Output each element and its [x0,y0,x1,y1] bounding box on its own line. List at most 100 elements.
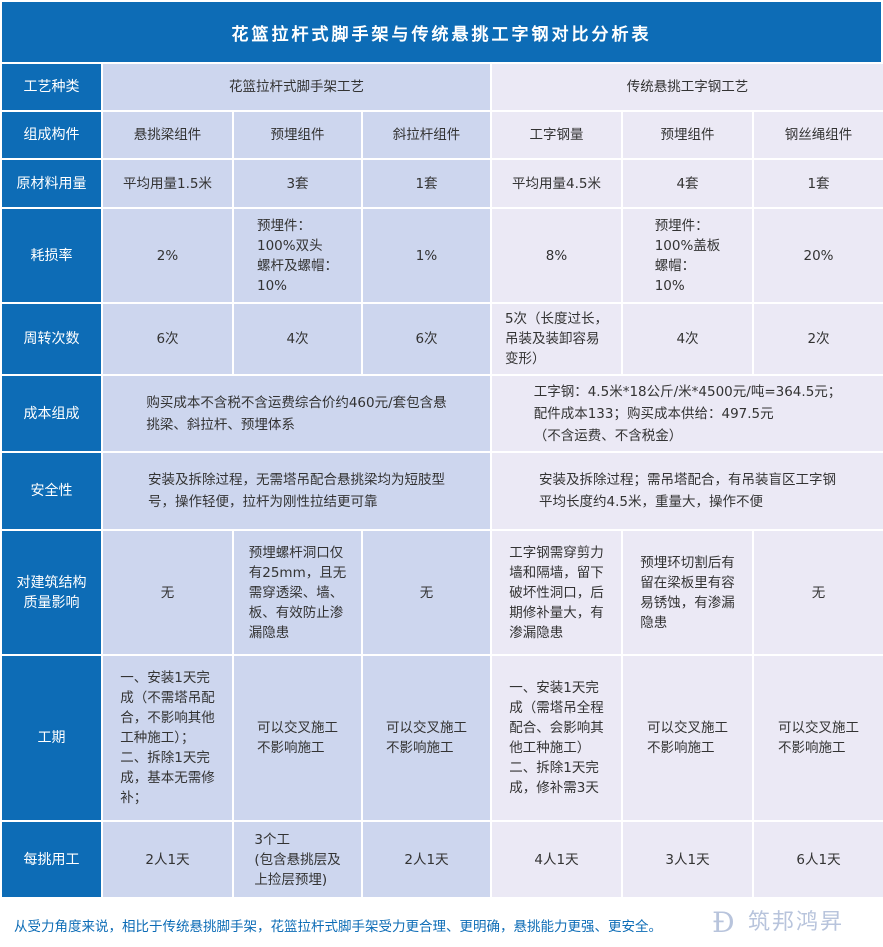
table-cell: 4人1天 [492,822,621,897]
group-a-cell: 安装及拆除过程，无需塔吊配合悬挑梁均为短肢型 号，操作轻便，拉杆为刚性拉结更可靠 [103,453,490,529]
row-label-text: 成本组成 [23,405,80,422]
table-cell-text: 一、安装1天完 成（需塔吊全程 配合、会影响其 他工种施工） 二、拆除1天完 成… [509,680,604,796]
table-cell: 1套 [754,160,883,207]
table-cell: 2次 [754,304,883,374]
table-cell: 可以交叉施工 不影响施工 [234,656,361,820]
table-cell-text: 2次 [807,331,830,347]
table-cell: 一、安装1天完 成（需塔吊全程 配合、会影响其 他工种施工） 二、拆除1天完 成… [492,656,621,820]
group-b-cell: 传统悬挑工字钢工艺 [492,64,883,110]
table-cell: 3人1天 [623,822,752,897]
table-cell-text: 可以交叉施工 不影响施工 [386,720,467,756]
table-cell-text: 钢丝绳组件 [784,127,853,143]
row-label-text: 每挑用工 [23,851,80,868]
table-cell-text: 3个工 (包含悬挑层及 上捡层预埋) [254,831,341,888]
table-cell-text: 6次 [415,331,438,347]
table-cell-text: 无 [160,584,175,601]
table-cell: 平均用量4.5米 [492,160,621,207]
table-cell-text: 1套 [415,175,438,192]
row-label-text: 耗损率 [30,247,73,264]
row-label: 每挑用工 [2,822,101,897]
table-cell-text: 3套 [286,175,309,192]
row-label: 工艺种类 [2,64,101,110]
table-cell-text: 预埋组件 [660,127,715,143]
table-cell: 平均用量1.5米 [103,160,232,207]
table-cell-text: 2人1天 [145,851,190,868]
table-cell-text: 一、安装1天完 成（不需塔吊配 合，不影响其他 工种施工）； 二、拆除1天完 成… [120,670,215,806]
table-cell-text: 1% [415,247,438,264]
table-cell-text: 20% [803,247,834,264]
table-cell-text: 1套 [807,175,830,192]
table-cell-text: 预埋环切割后有 留在梁板里有容 易锈蚀，有渗漏 隐患 [640,554,735,631]
table-cell-text: 可以交叉施工 不影响施工 [257,720,338,756]
row-label-text: 周转次数 [23,331,80,347]
table-cell-text: 4次 [676,331,699,347]
row-label-text: 安全性 [30,483,73,499]
table-cell: 4套 [623,160,752,207]
row-label: 耗损率 [2,209,101,302]
table-cell: 预埋螺杆洞口仅 有25mm，且无 需穿透梁、墙、 板、有效防止渗 漏隐患 [234,531,361,654]
table-cell-text: 4次 [286,331,309,347]
row-label: 原材料用量 [2,160,101,207]
table-cell: 6次 [103,304,232,374]
table-cell: 20% [754,209,883,302]
table-cell-text: 6人1天 [796,851,841,868]
table-cell-text: 8% [545,247,568,264]
table-cell: 2人1天 [363,822,490,897]
table-cell: 一、安装1天完 成（不需塔吊配 合，不影响其他 工种施工）； 二、拆除1天完 成… [103,656,232,820]
table-cell: 可以交叉施工 不影响施工 [754,656,883,820]
table-cell-text: 2人1天 [404,851,449,868]
table-cell-text: 可以交叉施工 不影响施工 [778,720,859,756]
table-cell: 5次（长度过长， 吊装及装卸容易 变形） [492,304,621,374]
table-cell: 工字钢量 [492,112,621,158]
group-b-cell: 工字钢：4.5米*18公斤/米*4500元/吨=364.5元； 配件成本133；… [492,376,883,451]
row-label-text: 组成构件 [23,127,80,143]
table-cell: 3个工 (包含悬挑层及 上捡层预埋) [234,822,361,897]
table-cell-text: 预埋件： 100%盖板 螺帽： 10% [654,217,721,294]
table-cell: 预埋环切割后有 留在梁板里有容 易锈蚀，有渗漏 隐患 [623,531,752,654]
table-cell: 3套 [234,160,361,207]
table-cell: 可以交叉施工 不影响施工 [623,656,752,820]
comparison-table: 工艺种类 花篮拉杆式脚手架工艺 传统悬挑工字钢工艺 组成构件 悬挑梁组件 预埋组件 斜拉杆组… [2,64,883,897]
table-cell: 预埋件： 100%双头 螺杆及螺帽： 10% [234,209,361,302]
table-cell: 预埋组件 [234,112,361,158]
table-cell: 悬挑梁组件 [103,112,232,158]
row-label-text: 原材料用量 [16,175,87,192]
table-cell: 无 [103,531,232,654]
row-label-text: 对建筑结构 质量影响 [16,574,87,611]
table-cell-text: 工字钢需穿剪力 墙和隔墙，留下 破坏性洞口，后 期修补量大，有 渗漏隐患 [509,544,604,641]
table-cell-text: 6次 [156,331,179,347]
table-title: 花篮拉杆式脚手架与传统悬挑工字钢对比分析表 [2,2,881,62]
table-cell: 无 [363,531,490,654]
group-a-cell: 购买成本不含税不含运费综合价约460元/套包含悬 挑梁、斜拉杆、预埋体系 [103,376,490,451]
table-cell: 斜拉杆组件 [363,112,490,158]
group-b-cell-text: 传统悬挑工字钢工艺 [626,79,749,95]
table-cell-text: 预埋组件 [270,127,325,143]
group-b-cell-text: 工字钢：4.5米*18公斤/米*4500元/吨=364.5元； 配件成本133；… [533,383,842,444]
group-b-cell: 安装及拆除过程；需吊塔配合，有吊装盲区工字钢 平均长度约4.5米，重量大，操作不… [492,453,883,529]
table-cell: 1% [363,209,490,302]
footer-note: 从受力角度来说，相比于传统悬挑脚手架，花篮拉杆式脚手架受力更合理、更明确，悬挑能… [14,919,662,935]
table-cell: 预埋组件 [623,112,752,158]
table-cell-text: 悬挑梁组件 [133,127,202,143]
table-cell-text: 平均用量4.5米 [512,175,601,192]
table-cell-text: 4人1天 [534,851,579,868]
table-cell-text: 预埋螺杆洞口仅 有25mm，且无 需穿透梁、墙、 板、有效防止渗 漏隐患 [248,544,347,641]
table-cell: 2% [103,209,232,302]
table-cell: 8% [492,209,621,302]
table-cell-text: 2% [156,247,179,264]
row-label-text: 工艺种类 [23,79,80,95]
table-cell: 4次 [234,304,361,374]
table-cell-text: 斜拉杆组件 [392,127,461,143]
row-label: 安全性 [2,453,101,529]
table-cell: 6次 [363,304,490,374]
table-cell: 2人1天 [103,822,232,897]
table-cell-text: 4套 [676,175,699,192]
watermark-logo: Ð 筑邦鸿昇 [712,904,880,944]
table-cell-text: 可以交叉施工 不影响施工 [647,720,728,756]
table-cell: 6人1天 [754,822,883,897]
table-cell-text: 无 [811,584,826,601]
table-cell-text: 预埋件： 100%双头 螺杆及螺帽： 10% [257,217,338,294]
watermark-logo-mark: Ð [712,906,735,939]
table-cell: 可以交叉施工 不影响施工 [363,656,490,820]
row-label: 周转次数 [2,304,101,374]
